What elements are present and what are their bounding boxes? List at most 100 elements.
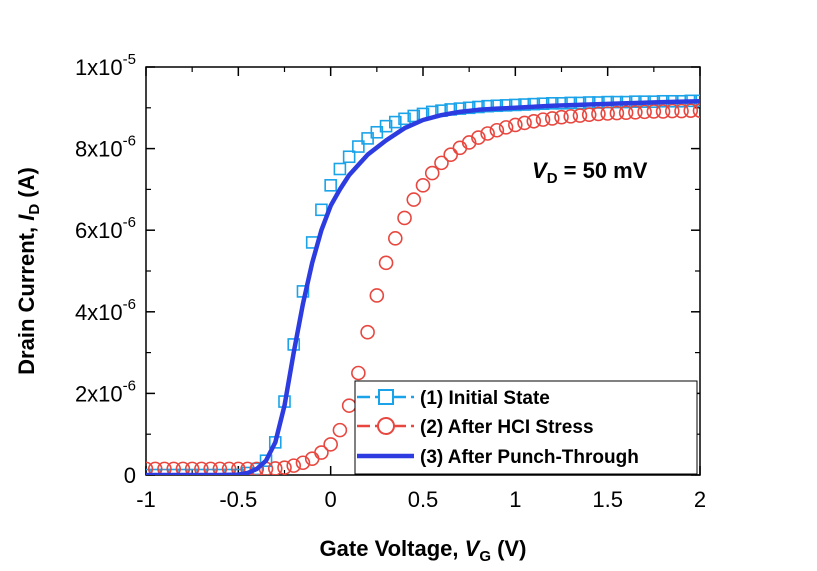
series-2 [146,103,700,475]
y-tick-label: 8x10-6 [75,133,136,162]
data-point-circle [360,324,375,340]
data-point-circle [628,104,643,120]
data-point-circle [434,155,449,171]
data-point-circle [591,106,606,122]
data-point-circle [498,120,514,135]
vd-annotation-text: = 50 mV [558,158,648,183]
data-point-circle [581,107,597,123]
data-point-circle [471,130,486,145]
x-tick-label: -1 [136,487,156,512]
legend-circle-swatch [377,417,395,435]
y-axis-title-sub: D [26,204,43,215]
data-point-circle [646,104,662,119]
data-point-square [536,97,550,111]
data-point-square [379,119,393,133]
data-point-circle [424,165,440,181]
data-point-circle [600,106,615,121]
data-point-square [250,462,264,475]
x-tick-label: -0.5 [219,487,257,512]
legend-label: (1) Initial State [420,388,550,409]
y-axis-title: Drain Current, ID (A) [14,167,43,375]
x-tick-label: 2 [694,487,706,512]
data-point-circle [212,461,228,475]
legend-item-2: (2) After HCI Stress [357,417,594,438]
legend-item-1: (1) Initial State [357,388,550,409]
data-point-circle [249,461,265,475]
data-point-circle [489,122,505,138]
data-point-circle [415,178,431,193]
data-point-circle [461,135,477,150]
data-point-square [333,162,347,176]
data-point-square [499,99,513,112]
data-point-circle [286,458,302,473]
data-point-square [148,468,162,475]
data-point-square [407,109,421,123]
x-tick-label: 0.5 [408,487,439,512]
series-3 [146,99,700,475]
data-point-circle [351,365,366,381]
data-point-circle [194,461,209,475]
data-point-circle [147,461,163,475]
data-point-circle [323,437,338,452]
y-tick-label: 2x10-6 [75,377,136,406]
data-point-square [259,454,273,468]
x-axis-ticks: -1 -0.5 0 0.5 1 1.5 2 [136,67,706,512]
data-point-square [204,468,217,475]
series-line [146,99,700,475]
data-point-square [472,100,485,114]
y-tick-label: 4x10-6 [75,296,136,325]
data-point-circle [674,103,689,119]
data-point-circle [203,461,218,475]
legend: (1) Initial State (2) After HCI Stress (3)… [354,380,698,475]
data-point-circle [378,255,394,271]
data-point-circle [221,461,237,475]
data-point-square [158,468,171,475]
legend-item-3: (3) After Punch-Through [357,447,639,468]
data-point-circle [563,109,579,124]
data-point-circle [618,105,634,120]
data-point-square [324,179,337,192]
data-point-circle [387,231,403,246]
data-point-square [490,99,504,113]
data-point-square [232,468,245,475]
x-axis-title-unit: (V) [491,536,526,561]
legend-label: (2) After HCI Stress [420,417,594,438]
x-axis-title-sub: G [479,548,491,565]
y-axis-ticks: 0 2x10-6 4x10-6 6x10-6 8x10-6 1x10-5 [75,51,700,488]
x-tick-label: 1.5 [592,487,623,512]
data-point-square [176,468,190,475]
data-point-square [352,140,365,153]
data-point-square [185,468,199,475]
data-point-square [527,97,541,111]
data-point-square [222,468,236,475]
x-axis-title-var: V [465,536,482,561]
data-point-square [509,98,522,112]
data-point-circle [184,461,200,475]
data-point-circle [508,117,523,133]
y-axis-title-var: I [14,214,39,221]
data-point-circle [655,104,671,119]
data-point-circle [664,103,680,119]
data-point-square [167,468,180,475]
data-point-circle [683,103,699,118]
vd-annotation: VD = 50 mV [532,158,648,187]
legend-square-swatch [378,389,394,405]
data-point-square [213,468,227,475]
data-point-square [195,468,208,475]
data-point-square [462,101,476,115]
data-point-circle [517,115,532,131]
y-axis-title-unit: (A) [14,167,39,204]
x-axis-title-main: Gate Voltage, [320,536,465,561]
y-tick-label: 1x10-5 [75,51,136,80]
data-point-circle [609,105,625,121]
data-point-circle [295,455,311,471]
data-point-square [518,98,531,111]
data-point-circle [231,461,246,475]
data-point-circle [267,461,283,475]
data-point-circle [544,111,560,126]
data-point-circle [572,108,588,123]
vd-annotation-sub: D [547,170,558,187]
data-point-circle [397,210,412,226]
data-point-circle [146,461,154,475]
data-point-circle [637,104,652,120]
